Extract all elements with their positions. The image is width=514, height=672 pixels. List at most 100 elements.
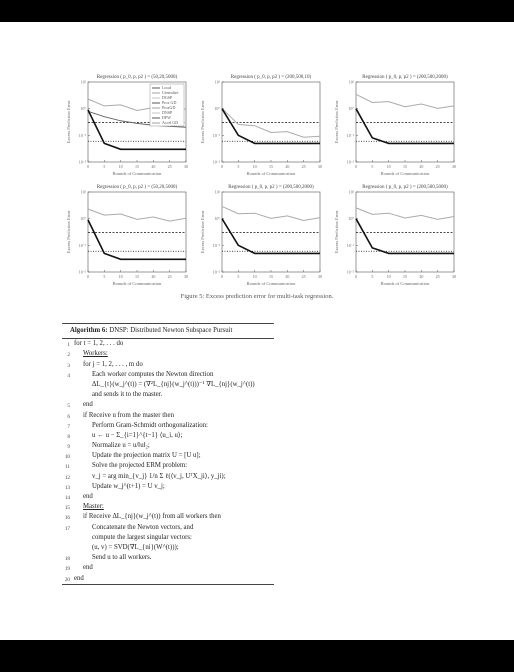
y-tick-label: 10⁰: [80, 106, 86, 111]
chart-panel-2: Regression ( p_0, p, p2 ) = (200,500,10)…: [196, 70, 326, 180]
algorithm-bottom-rule: [62, 583, 274, 585]
x-tick-label: 30: [318, 164, 322, 169]
x-tick-label: 5: [103, 164, 105, 169]
line-number: 7: [67, 423, 70, 430]
y-tick-label: 10⁻¹: [213, 243, 221, 248]
x-tick-label: 10: [387, 274, 391, 279]
x-tick-label: 5: [371, 164, 373, 169]
line-text: if Receive ΔL_{nj}(w_j^(t)) from all wor…: [83, 513, 221, 521]
legend-box: [149, 83, 185, 127]
algorithm-line: and sends it to the master.: [62, 390, 274, 400]
x-tick-label: 0: [221, 274, 223, 279]
chart-svg-4: Regression ( p_0, p, p2 ) = (50,20,5000)…: [66, 185, 188, 286]
chart-title: Regression ( p_0, p, p2 ) = (200,500,200…: [362, 75, 448, 80]
line-number: 12: [64, 474, 70, 481]
line-number: 17: [64, 525, 70, 532]
chart-svg-2: Regression ( p_0, p, p2 ) = (200,500,10)…: [200, 75, 322, 176]
y-tick-label: 10⁰: [214, 106, 220, 111]
algorithm-title: DNSP: Distributed Newton Subspace Pursui…: [109, 327, 233, 334]
line-text: ΔL_{t}(w_j^(t)) = (∇²L_{nj}(w_j^(t)))⁻¹ …: [92, 380, 255, 388]
legend-entry: DFW: [162, 115, 171, 120]
chart-panel-4: Regression ( p_0, p, p2 ) = (50,20,5000)…: [62, 180, 192, 290]
x-tick-label: 25: [436, 274, 440, 279]
line-text: Send u to all workers.: [92, 554, 152, 562]
x-tick-label: 25: [168, 274, 172, 279]
line-text: end: [83, 493, 93, 501]
series-line-dnsp: [355, 108, 454, 145]
y-tick-label: 10⁻²: [347, 160, 355, 165]
x-tick-label: 15: [269, 274, 273, 279]
line-text: Solve the projected ERM problem:: [92, 462, 188, 470]
line-number: 5: [67, 403, 70, 410]
algorithm-number: Algorithm 6:: [70, 327, 108, 334]
y-tick-label: 10⁻²: [347, 270, 355, 275]
line-text: Normalize u = u/‖u‖₂;: [92, 442, 150, 450]
y-tick-label: 10¹: [215, 190, 221, 195]
x-tick-label: 20: [151, 274, 155, 279]
algorithm-line: 19 end: [62, 563, 274, 573]
legend-entry: Prox GD: [162, 100, 176, 105]
algorithm-line: 3 for j = 1, 2, . . . , m do: [62, 360, 274, 370]
line-text: u ← u − Σ_{i=1}^{t−1} ⟨u_i, u⟩;: [92, 431, 183, 439]
x-tick-label: 10: [119, 274, 123, 279]
y-tick-label: 10⁻¹: [347, 133, 355, 138]
line-text: v_j = arg min_{v_j} 1/n Σ ℓ(⟨v_j, UᵀX_ji…: [92, 472, 226, 480]
x-tick-label: 20: [419, 274, 423, 279]
series-line-dnsp: [87, 219, 186, 261]
x-tick-label: 30: [184, 164, 188, 169]
line-text: Update w_j^(t+1) = U v_j;: [92, 482, 165, 490]
x-tick-label: 0: [87, 274, 89, 279]
chart-panel-6: Regression ( p_0, p, p2 ) = (200,500,500…: [330, 180, 460, 290]
x-tick-label: 15: [403, 274, 407, 279]
line-number: 10: [64, 454, 70, 461]
legend-entry: DNSP: [162, 110, 173, 115]
algorithm-line: 11 Solve the projected ERM problem:: [62, 461, 274, 471]
algorithm-line: 5 end: [62, 400, 274, 410]
y-tick-label: 10⁰: [80, 216, 86, 221]
legend-entry: Accel GD: [162, 120, 178, 125]
algorithm-line: 17 Concatenate the Newton vectors, and: [62, 523, 274, 533]
x-tick-label: 30: [184, 274, 188, 279]
line-number: 19: [64, 566, 70, 573]
y-tick-label: 10⁰: [214, 216, 220, 221]
line-text: Update the projection matrix U = [U u];: [92, 452, 201, 460]
chart-svg-1: Regression ( p_0, p, p2 ) = (50,20,5000)…: [66, 75, 188, 176]
y-tick-label: 10¹: [81, 190, 87, 195]
line-text: Concatenate the Newton vectors, and: [92, 523, 194, 531]
y-tick-label: 10⁻²: [79, 270, 87, 275]
line-text: end: [74, 574, 84, 582]
chart-panel-5: Regression ( p_0, p, p2 ) = (200,500,200…: [196, 180, 326, 290]
series-line-dnsp: [221, 108, 320, 145]
line-text: for t = 1, 2, . . . do: [74, 340, 124, 348]
x-tick-label: 10: [253, 164, 257, 169]
algorithm-line: (u, v) = SVD(∇L_{ni}(W^(t)));: [62, 543, 274, 553]
x-tick-label: 5: [237, 164, 239, 169]
y-axis-label: Excess Prediction Error: [66, 210, 71, 253]
line-number: 11: [65, 464, 70, 471]
x-tick-label: 10: [387, 164, 391, 169]
line-text: Perform Gram-Schmidt orthogonalization:: [92, 421, 208, 429]
y-tick-label: 10¹: [349, 80, 355, 85]
x-axis-label: Rounds of Communication: [113, 281, 162, 286]
line-text: (u, v) = SVD(∇L_{ni}(W^(t)));: [92, 543, 179, 551]
algorithm-line: 15 Master:: [62, 502, 274, 512]
legend-entry: Local: [162, 85, 172, 90]
y-axis-label: Excess Prediction Error: [200, 210, 205, 253]
line-text: end: [83, 401, 93, 409]
x-tick-label: 15: [403, 164, 407, 169]
y-tick-label: 10¹: [215, 80, 221, 85]
x-tick-label: 10: [119, 164, 123, 169]
legend-entry: Centralize: [162, 90, 179, 95]
y-tick-label: 10⁻¹: [347, 243, 355, 248]
x-tick-label: 20: [419, 164, 423, 169]
line-text: compute the largest singular vectors:: [92, 533, 192, 541]
algorithm-line: 8 u ← u − Σ_{i=1}^{t−1} ⟨u_i, u⟩;: [62, 431, 274, 441]
chart-panel-3: Regression ( p_0, p, p2 ) = (200,500,200…: [330, 70, 460, 180]
algorithm-line: 13 Update w_j^(t+1) = U v_j;: [62, 482, 274, 492]
chart-title: Regression ( p_0, p, p2 ) = (50,20,5000): [97, 185, 178, 190]
x-tick-label: 30: [318, 274, 322, 279]
x-tick-label: 15: [269, 164, 273, 169]
x-tick-label: 30: [452, 164, 456, 169]
algorithm-line: 9 Normalize u = u/‖u‖₂;: [62, 441, 274, 451]
